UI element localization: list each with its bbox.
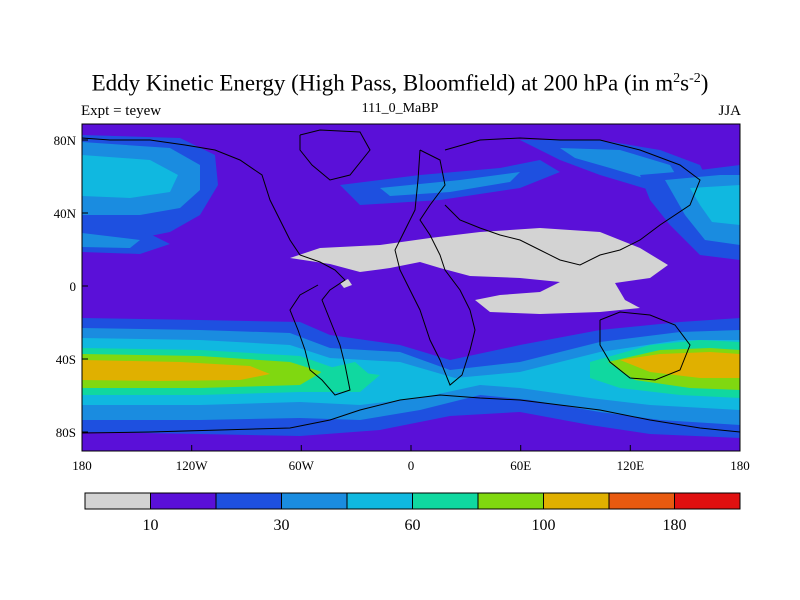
nh-pacific-level4 [82, 155, 178, 198]
y-tick-label: 40N [54, 206, 77, 221]
colorbar-swatch [608, 492, 675, 510]
title-sup2: -2 [689, 71, 701, 86]
coast-antarctica [82, 394, 740, 434]
chart-title: Eddy Kinetic Energy (High Pass, Bloomfie… [0, 66, 800, 97]
sh-level7-east [620, 352, 740, 378]
coast-australia [599, 311, 691, 381]
colorbar-swatch [543, 492, 610, 510]
x-tick-label: 60E [510, 458, 531, 473]
y-tick-label: 80S [56, 425, 76, 440]
coast-greenland [299, 129, 371, 181]
nh-atlantic-level3 [380, 172, 520, 196]
x-tick-label: 180 [730, 458, 750, 473]
colorbar-swatch [477, 492, 544, 510]
nh-eastpac-level4 [690, 185, 740, 225]
coast-asia [444, 137, 701, 266]
colorbar-swatch [150, 492, 217, 510]
coast-north-america [82, 137, 351, 396]
coast-europe-africa [394, 149, 476, 386]
colorbar-swatch [84, 492, 151, 510]
experiment-label: Expt = teyew [81, 103, 162, 119]
colorbar-swatch [412, 492, 479, 510]
tropics-level0-small [340, 279, 352, 288]
y-tick-label: 0 [70, 279, 77, 294]
x-tick-label: 120W [176, 458, 209, 473]
colorbar-label: 10 [143, 517, 159, 534]
colorbar-swatch [215, 492, 282, 510]
nh-pacific-tongue-level3 [82, 233, 140, 248]
x-tick-label: 0 [408, 458, 415, 473]
colorbar-swatch [346, 492, 413, 510]
title-end: ) [700, 70, 709, 96]
colorbar-label: 100 [532, 517, 556, 534]
chart-subtitle: 111_0_MaBP [361, 101, 439, 116]
title-sup1: 2 [673, 71, 681, 86]
axis-tick-marks [81, 139, 741, 451]
x-tick-label: 60W [289, 458, 315, 473]
sh-level5-mid [320, 362, 370, 390]
x-tick-label: 120E [617, 458, 645, 473]
title-mid: s [680, 70, 690, 96]
colorbar-label: 60 [405, 517, 421, 534]
sh-level7 [82, 360, 270, 381]
season-label: JJA [718, 103, 741, 119]
colorbar-label: 180 [663, 517, 687, 534]
y-tick-label: 40S [56, 352, 76, 367]
contour-field [82, 124, 740, 451]
nh-asia-level3 [560, 148, 680, 182]
title-main: Eddy Kinetic Energy (High Pass, Bloomfie… [91, 70, 674, 96]
y-tick-label: 80N [54, 133, 77, 148]
tropics-level0 [290, 228, 668, 314]
coastlines [82, 129, 740, 434]
x-tick-labels: 180 120W 60W 0 60E 120E 180 [72, 458, 750, 473]
x-tick-label: 180 [72, 458, 92, 473]
colorbar-swatch [281, 492, 348, 510]
colorbar-label: 30 [274, 517, 290, 534]
y-tick-labels: 80N 40N 0 40S 80S [54, 133, 77, 440]
colorbar: 10 30 60 100 180 [84, 492, 741, 534]
colorbar-swatch [674, 492, 741, 510]
antarctic-level1 [82, 412, 740, 451]
